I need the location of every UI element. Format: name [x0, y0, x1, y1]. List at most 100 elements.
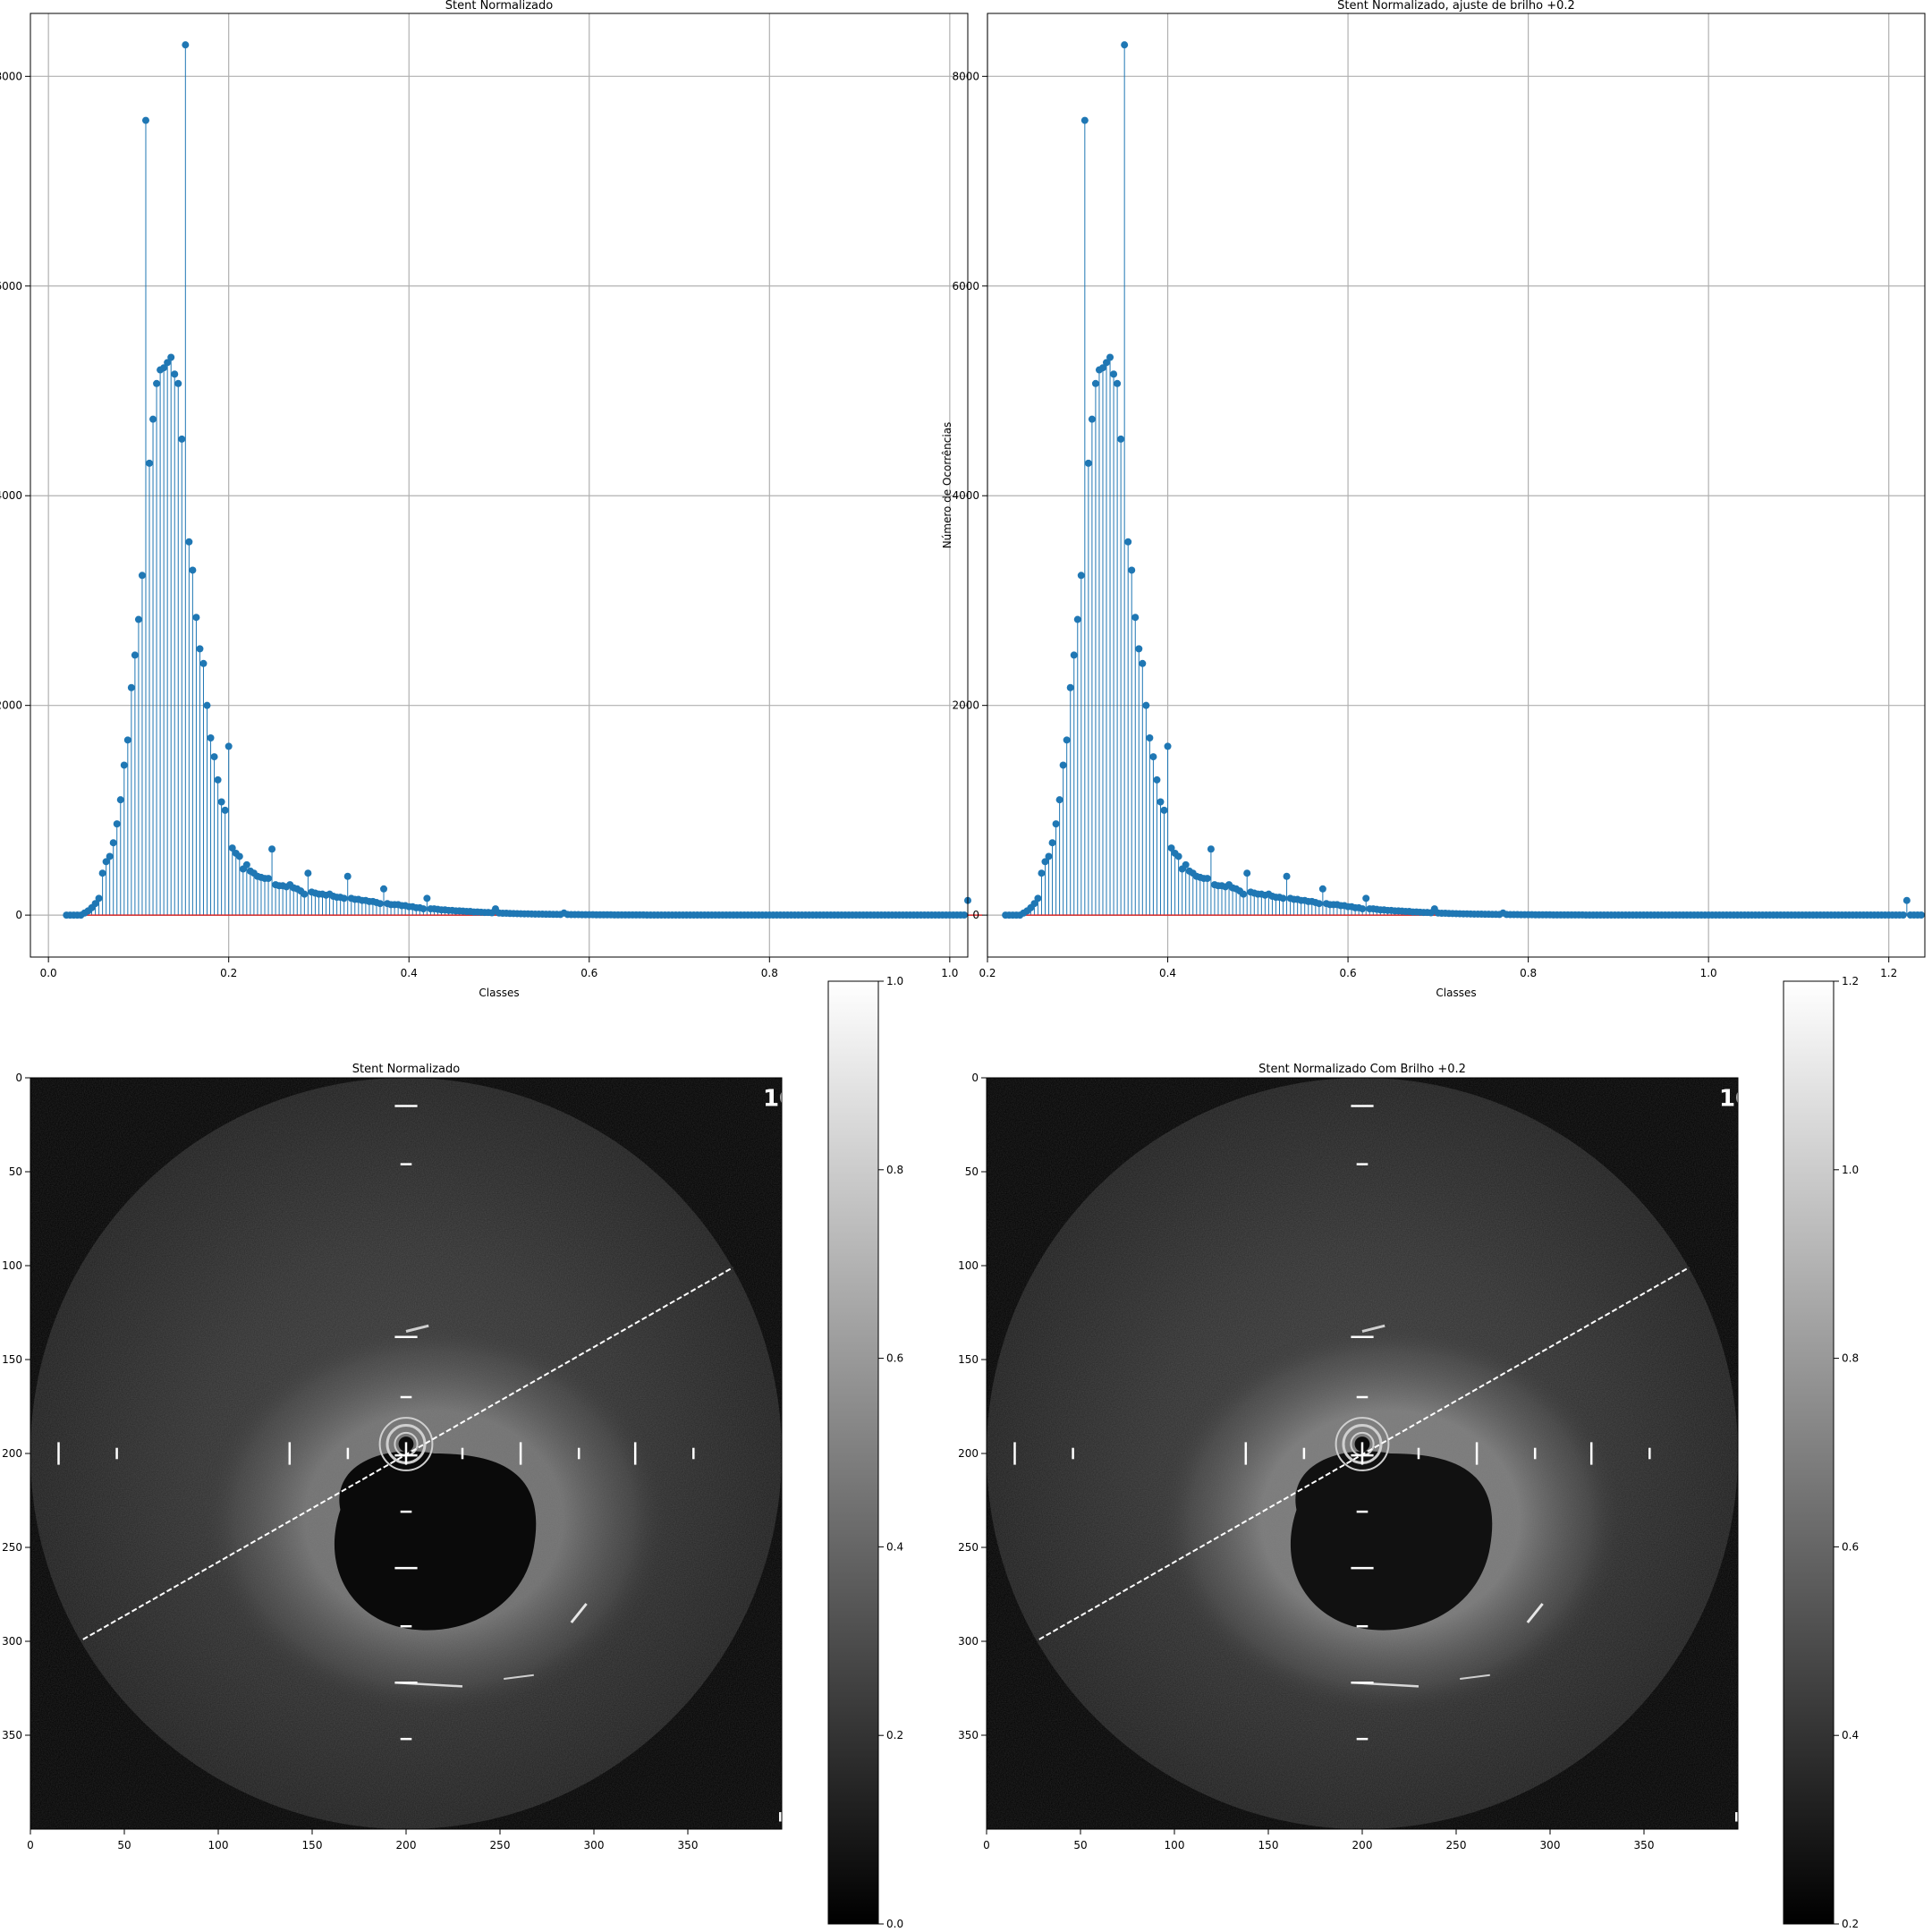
stem-marker — [106, 852, 114, 860]
image-title: Stent Normalizado — [352, 1063, 461, 1076]
stem-marker — [1034, 894, 1042, 902]
x-tick-label: 100 — [208, 1839, 229, 1852]
stem-marker — [304, 869, 312, 877]
stem-marker — [960, 911, 968, 919]
stem-marker — [265, 875, 273, 883]
y-tick-label: 4000 — [952, 489, 979, 502]
stem-marker — [340, 894, 348, 902]
stem-marker — [1917, 911, 1925, 919]
stem-marker — [1153, 775, 1161, 784]
corner-text-top: 10 — [763, 1086, 795, 1113]
stem-marker — [178, 435, 186, 443]
stem-marker — [1164, 742, 1172, 750]
y-tick-label: 100 — [958, 1259, 979, 1272]
stem-marker — [138, 572, 146, 580]
x-tick-label: 50 — [117, 1839, 131, 1852]
stem-marker — [1279, 894, 1287, 902]
x-tick-label: 250 — [490, 1839, 511, 1852]
stem-marker — [1142, 701, 1150, 709]
x-tick-label: 150 — [1258, 1839, 1279, 1852]
stent-strut — [504, 1674, 534, 1680]
stem-marker — [1318, 885, 1326, 893]
stem-chart-brightness: 0.2 0.4 0.6 0.8 1.0 1.2 0 2000 4000 6000 8000 Stent… — [941, 0, 1926, 999]
x-tick-label: 300 — [584, 1839, 605, 1852]
stem-marker — [189, 566, 197, 574]
axes-frame — [987, 13, 1926, 958]
stem-marker — [1121, 41, 1129, 49]
x-tick-label: 0 — [27, 1839, 34, 1852]
corner-text-bottom: L — [1734, 1811, 1742, 1826]
x-tick-label: 300 — [1540, 1839, 1561, 1852]
stent-strut — [1361, 1324, 1385, 1333]
image-panel-original: 10 L 0 50 100 150 200 250 300 350 0 50 100 150 200 250 3… — [2, 975, 903, 1930]
x-tick-label: 200 — [1352, 1839, 1373, 1852]
x-tick-label: 0.8 — [761, 967, 778, 979]
stem-marker — [1139, 659, 1147, 667]
stem-marker — [1207, 845, 1215, 853]
colorbar-tick-label: 0.4 — [1842, 1729, 1859, 1741]
vessel-lumen — [334, 1451, 537, 1631]
stem-marker — [120, 761, 128, 769]
y-tick-label: 2000 — [952, 699, 979, 712]
stem-marker — [1080, 116, 1089, 124]
stem-marker — [1098, 364, 1106, 372]
stem-marker — [123, 736, 131, 744]
stem-marker — [1045, 852, 1053, 860]
colorbar-tick-label: 0.8 — [1842, 1352, 1859, 1365]
x-tick-label: 50 — [1073, 1839, 1087, 1852]
y-tick-label: 250 — [2, 1541, 22, 1554]
stem-marker — [1146, 734, 1154, 742]
x-tick-label: 200 — [396, 1839, 417, 1852]
stent-strut — [405, 1324, 429, 1333]
stem-marker — [185, 538, 193, 546]
stem-marker — [174, 379, 182, 387]
stem-marker — [1124, 538, 1132, 546]
colorbar-tick-label: 1.0 — [886, 975, 903, 987]
y-tick-label: 150 — [958, 1353, 979, 1366]
corner-text-bottom: L — [778, 1811, 786, 1826]
y-tick-label: 200 — [958, 1447, 979, 1460]
stem-marker — [1077, 572, 1085, 580]
stem-marker — [109, 839, 117, 847]
y-tick-label: 8000 — [0, 70, 22, 82]
plot-area — [30, 13, 968, 957]
x-tick-label: 0.6 — [580, 967, 597, 979]
stem-marker — [1038, 869, 1046, 877]
y-tick-label: 8000 — [952, 70, 979, 82]
stem-marker — [1117, 435, 1125, 443]
stem-marker — [1073, 615, 1081, 623]
x-tick-label: 0.4 — [401, 967, 418, 979]
stem-marker — [192, 614, 200, 622]
stem-marker — [268, 845, 276, 853]
x-tick-label: 0.2 — [220, 967, 237, 979]
stem-marker — [1182, 860, 1190, 869]
stem-marker — [423, 894, 431, 902]
stem-marker — [1203, 875, 1211, 883]
stem-marker — [419, 905, 428, 913]
stem-marker — [1128, 566, 1136, 574]
stent-strut — [1526, 1603, 1544, 1623]
stem-marker — [160, 364, 168, 372]
colorbar — [827, 980, 879, 1925]
stem-marker — [1055, 796, 1063, 804]
stem-marker — [1359, 905, 1367, 913]
stent-strut — [570, 1603, 588, 1623]
colorbar-tick-label: 0.8 — [886, 1164, 903, 1176]
y-tick-label: 50 — [965, 1165, 979, 1178]
y-tick-label: 350 — [2, 1729, 22, 1741]
stem-marker — [116, 796, 124, 804]
colorbar-tick-label: 1.2 — [1842, 975, 1859, 987]
stem-markers — [1002, 41, 1925, 919]
x-tick-label: 0.6 — [1340, 967, 1357, 979]
x-tick-label: 0.8 — [1520, 967, 1537, 979]
x-tick-label: 0.2 — [979, 967, 996, 979]
x-tick-label: 150 — [302, 1839, 323, 1852]
stem-marker — [1160, 806, 1168, 814]
y-tick-label: 0 — [971, 1072, 979, 1084]
stem-marker — [98, 869, 106, 877]
vessel-lumen — [1290, 1451, 1493, 1631]
y-axis-label: Número de Ocorrências — [941, 422, 953, 549]
stem-marker — [1088, 415, 1096, 423]
colorbar-tick-label: 0.4 — [886, 1540, 903, 1553]
